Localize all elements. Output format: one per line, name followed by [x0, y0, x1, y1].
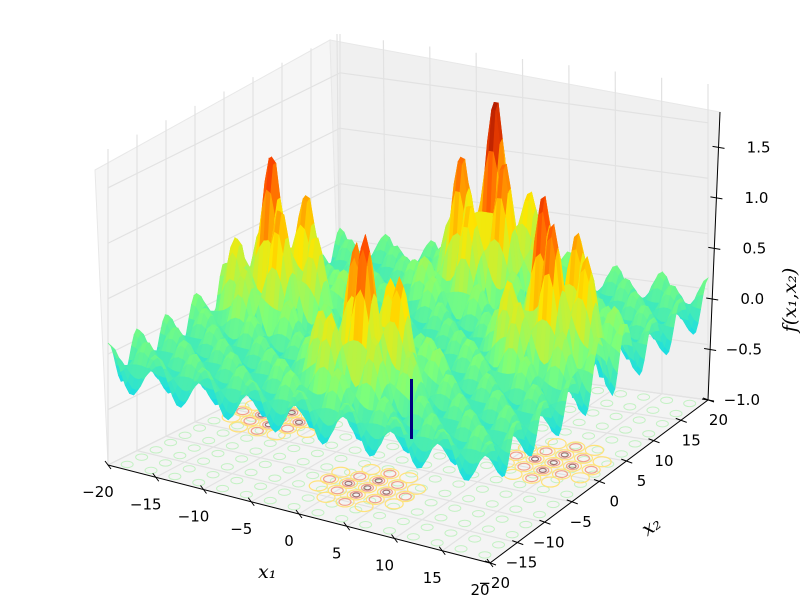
- x1-tick-label: 0: [284, 532, 294, 550]
- z-axis-label: f(x₁,x₂): [779, 268, 800, 335]
- x2-tick-label: −15: [506, 554, 538, 572]
- z-tick-label: −0.5: [726, 340, 762, 358]
- z-tick-label: 0.5: [742, 239, 766, 257]
- z-tick-label: 1.0: [745, 189, 769, 207]
- x2-tick-label: 5: [637, 472, 647, 490]
- x1-tick-label: −15: [130, 495, 162, 513]
- x1-tick-label: 15: [423, 569, 442, 587]
- x1-axis-label: x₁: [258, 561, 276, 583]
- x2-tick-label: −20: [478, 574, 510, 592]
- x1-tick-label: 10: [375, 557, 394, 575]
- x2-tick-label: 20: [709, 411, 728, 429]
- x2-tick-label: −10: [533, 533, 565, 551]
- x2-tick-label: 10: [654, 452, 673, 470]
- x1-tick-label: −10: [178, 508, 210, 526]
- x2-tick-label: 15: [682, 431, 701, 449]
- z-tick-label: 0.0: [740, 290, 764, 308]
- x2-axis-label: x₂: [637, 512, 665, 541]
- x1-tick-label: −5: [230, 520, 252, 538]
- x2-tick-label: 0: [609, 493, 619, 511]
- z-tick-label: 1.5: [747, 138, 771, 156]
- z-tick-label: −1.0: [724, 391, 760, 409]
- x1-tick-label: −20: [82, 483, 114, 501]
- x2-tick-label: −5: [570, 513, 592, 531]
- x1-tick-label: 5: [332, 544, 342, 562]
